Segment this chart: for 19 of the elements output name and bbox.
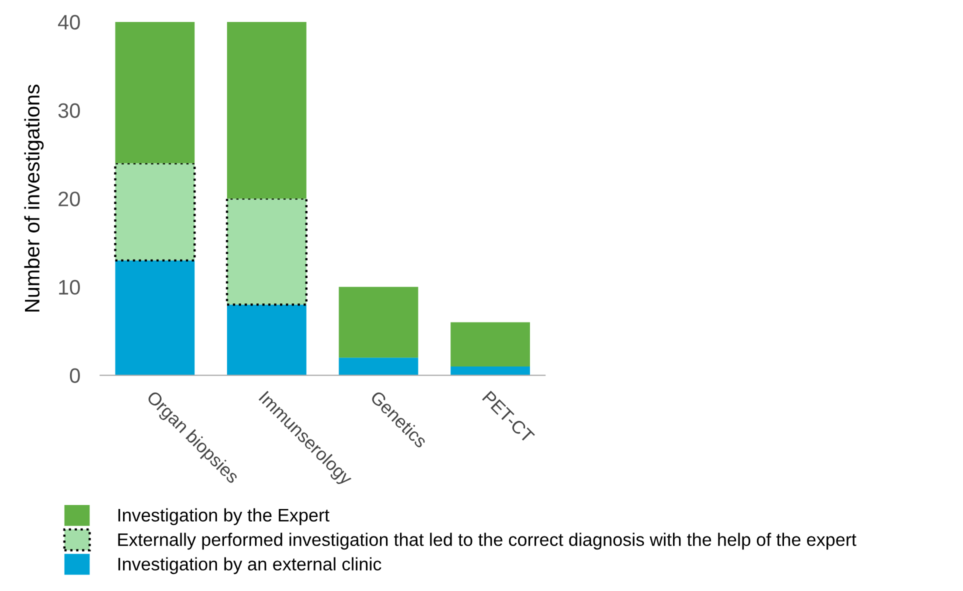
bar xyxy=(115,22,195,164)
y-tick-label: 20 xyxy=(58,192,80,206)
bar xyxy=(338,358,418,376)
bar xyxy=(227,304,306,376)
legend-label: Investigation by an external clinic xyxy=(118,557,382,574)
bar xyxy=(226,197,308,306)
legend-label: Investigation by the Expert xyxy=(118,508,330,526)
bar xyxy=(114,162,196,262)
y-tick-label: 40 xyxy=(58,14,80,30)
y-tick-label: 30 xyxy=(58,103,80,118)
bar xyxy=(450,366,530,376)
legend-label: Externally performed investigation that led to the correct diagnosis with the help of the expert xyxy=(118,532,856,550)
bar xyxy=(450,322,530,366)
y-tick-label: 0 xyxy=(70,368,80,384)
bar xyxy=(227,22,306,199)
y-axis-title: Number of investigations xyxy=(24,84,44,312)
bar xyxy=(338,286,418,358)
bar xyxy=(115,260,195,376)
y-tick-label: 10 xyxy=(59,280,80,295)
